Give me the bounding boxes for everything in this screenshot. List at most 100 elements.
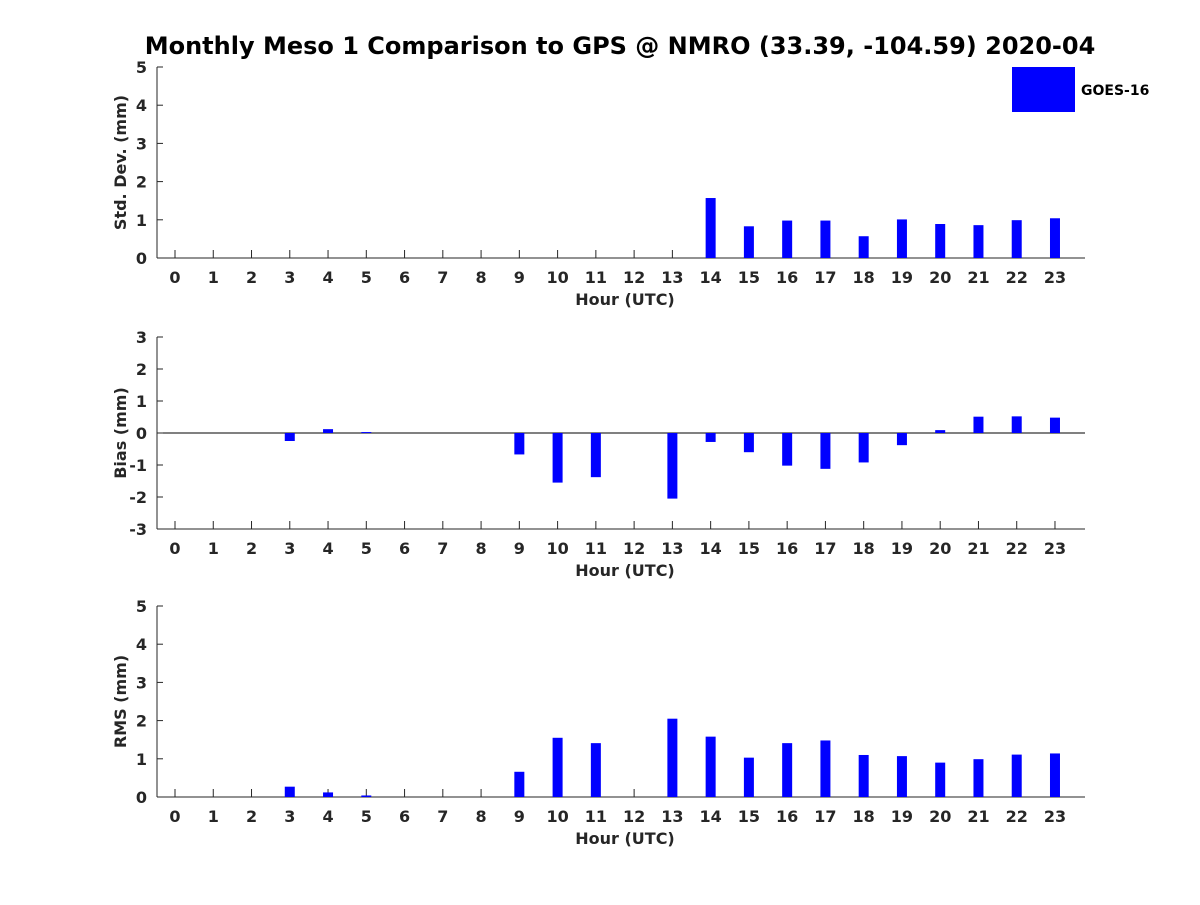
x-tick-label: 7 (437, 539, 448, 558)
x-tick-label: 21 (967, 539, 989, 558)
x-tick-label: 9 (514, 539, 525, 558)
bar-bias-15 (743, 433, 754, 453)
bar-rms-15 (743, 757, 754, 797)
y-tick-label: -2 (129, 488, 147, 507)
bar-rms-19 (896, 756, 907, 797)
bar-bias-22 (1011, 416, 1022, 433)
bar-rms-14 (705, 736, 716, 797)
x-tick-label: 22 (1006, 539, 1028, 558)
x-tick-label: 21 (967, 807, 989, 826)
x-axis-label: Hour (UTC) (575, 290, 675, 309)
x-tick-label: 2 (246, 268, 257, 287)
x-tick-label: 8 (476, 807, 487, 826)
x-axis-label: Hour (UTC) (575, 829, 675, 848)
x-tick-label: 0 (169, 268, 180, 287)
y-tick-label: 3 (136, 673, 147, 692)
bar-bias-11 (590, 433, 601, 478)
x-tick-label: 23 (1044, 807, 1066, 826)
y-tick-label: 2 (136, 712, 147, 731)
bar-std-17 (820, 220, 831, 258)
x-tick-label: 9 (514, 807, 525, 826)
bar-bias-9 (514, 433, 525, 455)
bar-std-20 (935, 224, 946, 258)
y-tick-label: -1 (129, 456, 147, 475)
x-tick-label: 0 (169, 539, 180, 558)
x-tick-label: 19 (891, 539, 913, 558)
bar-std-14 (705, 198, 716, 258)
x-tick-label: 12 (623, 807, 645, 826)
x-tick-label: 23 (1044, 268, 1066, 287)
bar-bias-23 (1049, 417, 1060, 433)
bar-bias-14 (705, 433, 716, 442)
y-tick-label: 2 (136, 173, 147, 192)
x-tick-label: 1 (208, 539, 219, 558)
y-tick-label: 5 (136, 58, 147, 77)
x-tick-label: 15 (738, 268, 760, 287)
chart-title: Monthly Meso 1 Comparison to GPS @ NMRO … (145, 32, 1096, 60)
x-tick-label: 16 (776, 807, 798, 826)
bar-rms-3 (284, 786, 295, 797)
bar-rms-18 (858, 754, 869, 797)
y-tick-label: 0 (136, 249, 147, 268)
y-tick-label: -3 (129, 520, 147, 539)
x-tick-label: 3 (284, 539, 295, 558)
x-tick-label: 6 (399, 268, 410, 287)
bar-bias-4 (323, 429, 334, 433)
legend: GOES-16 (1012, 67, 1149, 112)
bar-bias-18 (858, 433, 869, 463)
x-tick-label: 3 (284, 807, 295, 826)
bar-rms-11 (590, 743, 601, 797)
y-tick-label: 4 (136, 635, 147, 654)
x-tick-label: 13 (661, 807, 683, 826)
bar-rms-21 (973, 759, 984, 797)
x-tick-label: 4 (322, 807, 333, 826)
x-tick-label: 5 (361, 268, 372, 287)
bar-rms-16 (782, 743, 793, 797)
bar-std-22 (1011, 220, 1022, 258)
y-tick-label: 0 (136, 788, 147, 807)
bar-rms-23 (1049, 753, 1060, 797)
x-tick-label: 9 (514, 268, 525, 287)
bar-std-19 (896, 219, 907, 258)
x-tick-label: 17 (814, 539, 836, 558)
x-tick-label: 22 (1006, 268, 1028, 287)
x-tick-label: 19 (891, 268, 913, 287)
bar-bias-5 (361, 432, 372, 434)
y-tick-label: 1 (136, 750, 147, 769)
x-tick-label: 10 (546, 807, 568, 826)
y-tick-label: 0 (136, 424, 147, 443)
x-tick-label: 2 (246, 807, 257, 826)
bar-rms-13 (667, 718, 678, 797)
bar-bias-10 (552, 433, 563, 483)
x-tick-label: 19 (891, 807, 913, 826)
x-tick-label: 10 (546, 539, 568, 558)
x-tick-label: 8 (476, 268, 487, 287)
x-axis-label: Hour (UTC) (575, 561, 675, 580)
bar-bias-20 (935, 430, 946, 433)
x-tick-label: 23 (1044, 539, 1066, 558)
x-tick-label: 10 (546, 268, 568, 287)
bar-bias-17 (820, 433, 831, 469)
bar-rms-5 (361, 795, 372, 797)
x-tick-label: 17 (814, 807, 836, 826)
x-tick-label: 4 (322, 268, 333, 287)
y-tick-label: 4 (136, 96, 147, 115)
y-axis-label: Std. Dev. (mm) (111, 95, 130, 230)
x-tick-label: 12 (623, 268, 645, 287)
bar-std-16 (782, 220, 793, 258)
x-tick-label: 11 (585, 539, 607, 558)
bar-rms-20 (935, 762, 946, 797)
x-tick-label: 11 (585, 268, 607, 287)
x-tick-label: 7 (437, 807, 448, 826)
x-tick-label: 11 (585, 807, 607, 826)
x-tick-label: 18 (853, 539, 875, 558)
x-tick-label: 6 (399, 539, 410, 558)
x-tick-label: 18 (853, 807, 875, 826)
x-tick-label: 13 (661, 539, 683, 558)
x-tick-label: 5 (361, 539, 372, 558)
bar-std-15 (743, 226, 754, 258)
x-tick-label: 20 (929, 539, 951, 558)
